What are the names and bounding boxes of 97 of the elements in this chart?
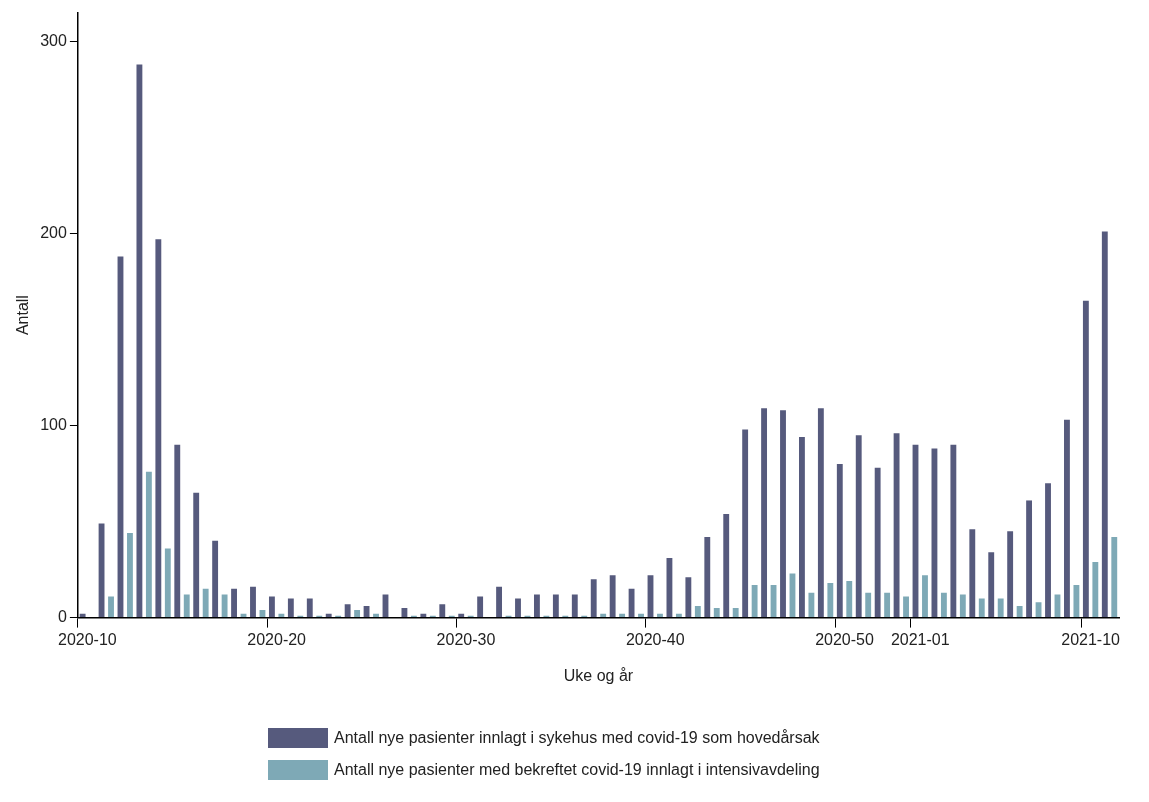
bar (713, 608, 720, 618)
bar (439, 604, 446, 618)
bar (846, 581, 853, 618)
bar (657, 613, 663, 618)
bar (287, 598, 294, 618)
bar (212, 540, 219, 618)
legend-label: Antall nye pasienter innlagt i sykehus med covid-19 som hovedårsak (334, 729, 820, 747)
bar (1082, 300, 1089, 618)
x-tick-label: 2020-10 (58, 630, 117, 648)
x-tick-label: 2021-10 (1061, 630, 1121, 648)
bar (202, 588, 209, 618)
y-tick-label: 200 (40, 223, 67, 241)
bar (922, 575, 928, 618)
legend-label: Antall nye pasienter med bekreftet covid-19 innlagt i intensivavdeling (334, 761, 820, 779)
bar (174, 444, 181, 618)
bar (458, 613, 465, 618)
bar (79, 613, 86, 618)
x-tick-label: 2020-20 (247, 630, 307, 648)
bar (1064, 419, 1070, 618)
bar (477, 596, 484, 618)
bar (959, 594, 966, 618)
bar (799, 437, 805, 618)
y-tick-label: 0 (57, 608, 67, 626)
bar (325, 613, 332, 618)
bar (817, 408, 824, 618)
bar (127, 533, 133, 618)
bar (1045, 483, 1051, 618)
bar (940, 592, 947, 618)
bar (496, 586, 502, 618)
bar (732, 608, 739, 618)
bar (723, 513, 730, 618)
bar (827, 583, 834, 618)
x-tick-label: 2020-40 (625, 630, 685, 648)
bar (590, 579, 597, 618)
bar (354, 609, 361, 618)
bar (619, 613, 626, 618)
bar (515, 598, 521, 618)
bar (108, 596, 114, 618)
bar (420, 613, 427, 618)
bar (221, 594, 228, 618)
bar (278, 613, 285, 618)
bar (808, 592, 815, 618)
bar (694, 606, 701, 618)
bar (344, 604, 351, 618)
bar (903, 596, 909, 618)
bar (193, 492, 200, 618)
bar (950, 444, 957, 618)
bar (164, 548, 171, 618)
bar (855, 435, 862, 618)
y-tick-label: 100 (40, 415, 67, 433)
bar (988, 552, 995, 618)
bar (742, 429, 749, 618)
bar (145, 471, 152, 618)
bar (306, 598, 313, 618)
bar (751, 584, 758, 618)
x-tick-label: 2020-30 (436, 630, 496, 648)
bar (1101, 231, 1108, 618)
bar (1016, 606, 1023, 618)
bar (600, 613, 607, 618)
bar (183, 594, 190, 618)
bar (666, 558, 673, 618)
bar (136, 64, 143, 618)
bar (978, 598, 985, 618)
bar (628, 588, 635, 618)
bar (893, 433, 900, 618)
bar (609, 575, 616, 618)
bar (1092, 561, 1099, 618)
bar (638, 613, 644, 618)
bar (1026, 500, 1033, 618)
bar (780, 410, 786, 618)
x-tick-label: 2020-50 (815, 630, 874, 648)
bar (268, 596, 275, 618)
y-tick-label: 300 (40, 31, 67, 49)
bar (552, 594, 559, 618)
bar (836, 463, 843, 618)
bar (761, 408, 768, 618)
bar (675, 613, 682, 618)
bar (231, 588, 237, 618)
bar (1007, 531, 1014, 618)
bar (373, 613, 379, 618)
bar (401, 608, 408, 618)
y-axis-title: Antall (14, 295, 32, 336)
bar (1073, 584, 1080, 618)
bar (997, 598, 1004, 618)
bar (704, 536, 711, 618)
bar (155, 239, 162, 618)
x-axis-title: Uke og år (563, 666, 634, 684)
bar (1111, 536, 1118, 618)
bar (685, 577, 692, 618)
bar (884, 592, 891, 618)
bar (533, 594, 540, 618)
x-tick-label: 2021-01 (890, 630, 950, 648)
bar (969, 529, 976, 618)
bar (874, 467, 881, 618)
bar (250, 586, 256, 618)
bar (571, 594, 578, 618)
bar (865, 592, 872, 618)
